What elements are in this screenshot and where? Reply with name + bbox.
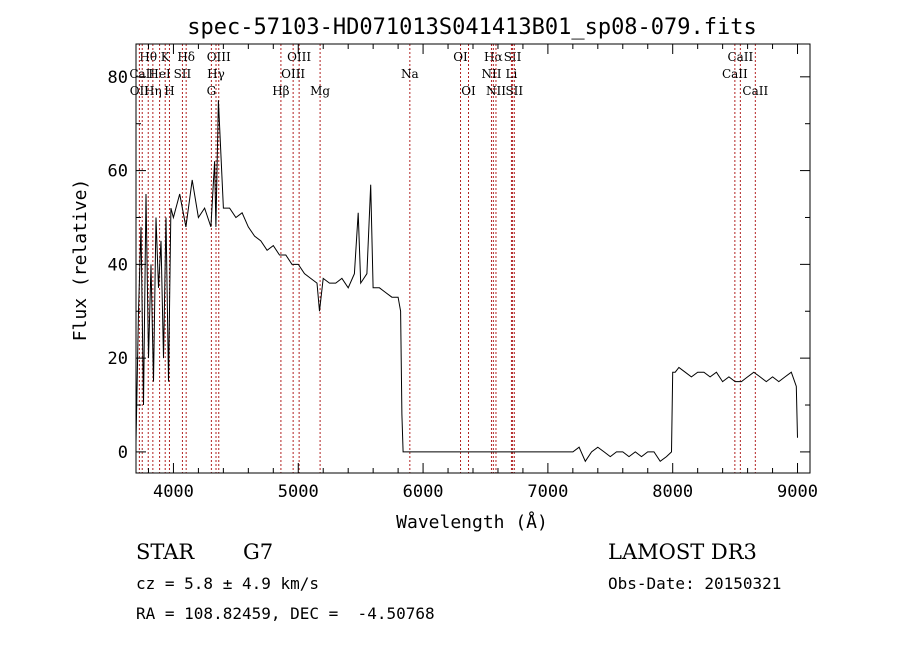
axes: 4000 5000 6000 7000 8000 9000 0 20 40 60 80: [108, 44, 818, 502]
y-tick-label: 0: [118, 443, 128, 463]
line-marker-label: SII: [505, 84, 523, 98]
line-marker-label: Na: [401, 67, 419, 81]
y-axis-label: Flux (relative): [70, 179, 91, 342]
line-marker-label: CaII: [722, 67, 748, 81]
line-marker-label: OIII: [207, 50, 231, 64]
x-tick-label: 6000: [403, 482, 444, 502]
x-tick-label: 9000: [777, 482, 818, 502]
line-marker-label: SII: [174, 67, 192, 81]
y-tick-label: 40: [108, 255, 128, 275]
x-tick-label: 4000: [153, 482, 194, 502]
y-tick-label: 20: [108, 349, 128, 369]
line-marker-label: Hγ: [207, 67, 225, 81]
line-marker-label: Hη: [144, 84, 162, 98]
line-marker-label: Hα: [484, 50, 503, 64]
line-marker-label: OII: [130, 84, 150, 98]
line-marker-label: CaII: [727, 50, 753, 64]
redshift-text: cz = 5.8 ± 4.9 km/s: [136, 574, 320, 593]
line-marker-label: NII: [486, 84, 506, 98]
spectrum-line: [135, 100, 798, 463]
line-marker-label: OIII: [281, 67, 305, 81]
line-marker-label: H: [164, 84, 174, 98]
line-marker-label: HeI: [148, 67, 171, 81]
line-marker-label: Mg: [310, 84, 330, 98]
x-tick-label: 5000: [278, 482, 319, 502]
line-marker-label: G: [207, 84, 217, 98]
line-marker-label: Hδ: [177, 50, 195, 64]
chart-title: spec-57103-HD071013S041413B01_sp08-079.f…: [187, 15, 757, 40]
line-marker-label: OI: [453, 50, 468, 64]
line-marker-label: CaII: [742, 84, 768, 98]
x-tick-label: 8000: [652, 482, 693, 502]
survey-name: LAMOST DR3: [608, 540, 757, 564]
obs-date-text: Obs-Date: 20150321: [608, 574, 782, 593]
x-tick-label: 7000: [527, 482, 568, 502]
line-marker-label: Li: [506, 67, 518, 81]
x-axis-label: Wavelength (Å): [396, 511, 548, 533]
line-marker-label: Hβ: [272, 84, 289, 98]
coordinates-text: RA = 108.82459, DEC = -4.50768: [136, 604, 435, 623]
object-class: STAR: [136, 540, 195, 564]
plot-frame: [135, 43, 811, 474]
line-marker-label: K: [161, 50, 171, 64]
line-marker-label: OI: [461, 84, 476, 98]
line-marker-label: OIII: [287, 50, 311, 64]
y-tick-label: 80: [108, 68, 128, 88]
y-tick-label: 60: [108, 162, 128, 182]
subclass: G7: [243, 540, 274, 564]
spectrum-series: [135, 100, 798, 463]
line-marker-label: NII: [481, 67, 501, 81]
line-marker-label: SII: [504, 50, 522, 64]
